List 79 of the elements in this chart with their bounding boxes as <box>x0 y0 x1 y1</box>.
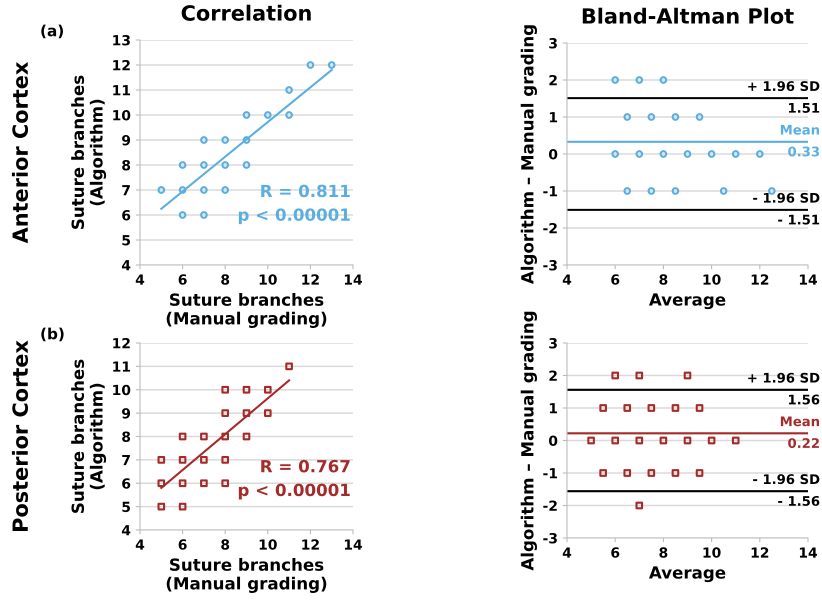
x-tick-label: 10 <box>704 274 721 285</box>
y-tick-label: 10 <box>113 110 130 120</box>
x-tick-label: 8 <box>221 539 230 550</box>
x-tick-label: 8 <box>659 274 668 285</box>
x-tick-label: 4 <box>136 539 144 550</box>
x-tick-label: 12 <box>302 274 319 285</box>
x-tick-label: 6 <box>178 539 187 550</box>
x-tick-label: 4 <box>562 547 572 558</box>
ref-line-label: Mean 0.33 <box>780 124 820 157</box>
x-tick-label: 12 <box>302 539 319 550</box>
ref-line-label: - 1.96 SD - 1.56 <box>753 474 820 506</box>
y-tick-label: 1 <box>550 403 558 414</box>
y-tick-label: 7 <box>122 185 130 196</box>
y-tick-label: 0 <box>548 148 558 160</box>
y-tick-label: -2 <box>543 500 557 511</box>
chart-title: Correlation <box>182 4 311 21</box>
x-tick-label: 14 <box>800 274 818 285</box>
x-axis-title: Average <box>649 293 726 310</box>
y-tick-label: -3 <box>543 532 557 544</box>
y-tick-label: -1 <box>543 186 558 196</box>
x-tick-label: 14 <box>344 539 362 550</box>
chart-title: Bland-Altman Plot <box>582 8 794 24</box>
x-tick-label: 12 <box>752 547 768 558</box>
y-axis-title: Suture branches (Algorithm) <box>71 76 106 229</box>
y-tick-label: 3 <box>549 338 557 348</box>
ref-line-label: + 1.96 SD 1.51 <box>748 81 820 113</box>
y-tick-label: 1 <box>550 112 558 122</box>
y-tick-label: 12 <box>113 60 130 70</box>
y-tick-label: -3 <box>543 260 557 270</box>
y-tick-label: 9 <box>122 134 130 146</box>
x-tick-label: 8 <box>659 547 668 558</box>
y-axis-title: Algorithm – Manual grading <box>520 312 537 571</box>
annotation: R = 0.811 p < 0.00001 <box>238 184 350 224</box>
y-tick-label: -1 <box>543 468 558 478</box>
x-tick-label: 10 <box>260 539 277 550</box>
annotation: R = 0.767 p < 0.00001 <box>238 460 350 500</box>
y-tick-label: 8 <box>122 160 130 170</box>
y-tick-label: 11 <box>113 85 130 96</box>
y-tick-label: 5 <box>122 502 130 512</box>
text: Posterior Cortex <box>12 340 28 531</box>
y-tick-label: 2 <box>549 74 557 86</box>
x-axis-title: Suture branches (Manual grading) <box>166 293 326 328</box>
text: (a) <box>41 24 63 38</box>
x-tick-label: 4 <box>136 274 144 285</box>
x-tick-label: 10 <box>704 547 721 558</box>
x-tick-label: 14 <box>344 274 362 285</box>
y-tick-label: -2 <box>543 222 557 234</box>
x-axis-title: Average <box>649 566 726 582</box>
y-tick-label: 4 <box>122 525 130 536</box>
x-tick-label: 6 <box>611 274 620 285</box>
x-tick-label: 6 <box>611 547 620 558</box>
y-tick-label: 8 <box>122 431 130 442</box>
y-tick-label: 10 <box>113 384 130 396</box>
text: Anterior Cortex <box>12 62 28 244</box>
y-tick-label: 0 <box>548 435 558 446</box>
y-tick-label: 3 <box>549 38 557 48</box>
y-axis-title: Algorithm – Manual grading <box>520 25 537 284</box>
x-tick-label: 10 <box>260 274 277 285</box>
y-tick-label: 6 <box>122 478 130 489</box>
y-tick-label: 13 <box>113 34 130 46</box>
y-axis-title: Suture branches (Algorithm) <box>71 360 106 513</box>
ref-line-label: + 1.96 SD 1.56 <box>748 372 820 405</box>
x-tick-label: 14 <box>800 547 818 558</box>
text: (b) <box>41 328 64 342</box>
y-tick-label: 2 <box>549 370 557 381</box>
y-tick-label: 5 <box>122 235 130 246</box>
ref-line-label: Mean 0.22 <box>780 416 820 448</box>
y-tick-label: 4 <box>122 260 130 270</box>
y-tick-label: 7 <box>122 455 130 466</box>
y-tick-label: 12 <box>113 338 130 348</box>
y-tick-label: 6 <box>122 210 130 220</box>
x-tick-label: 8 <box>221 274 230 285</box>
x-tick-label: 12 <box>752 274 768 285</box>
ref-line-label: - 1.96 SD - 1.51 <box>753 192 820 225</box>
x-tick-label: 6 <box>178 274 187 285</box>
y-tick-label: 9 <box>122 408 130 419</box>
y-tick-label: 11 <box>113 362 130 372</box>
x-tick-label: 4 <box>562 274 572 285</box>
x-axis-title: Suture branches (Manual grading) <box>166 558 326 593</box>
